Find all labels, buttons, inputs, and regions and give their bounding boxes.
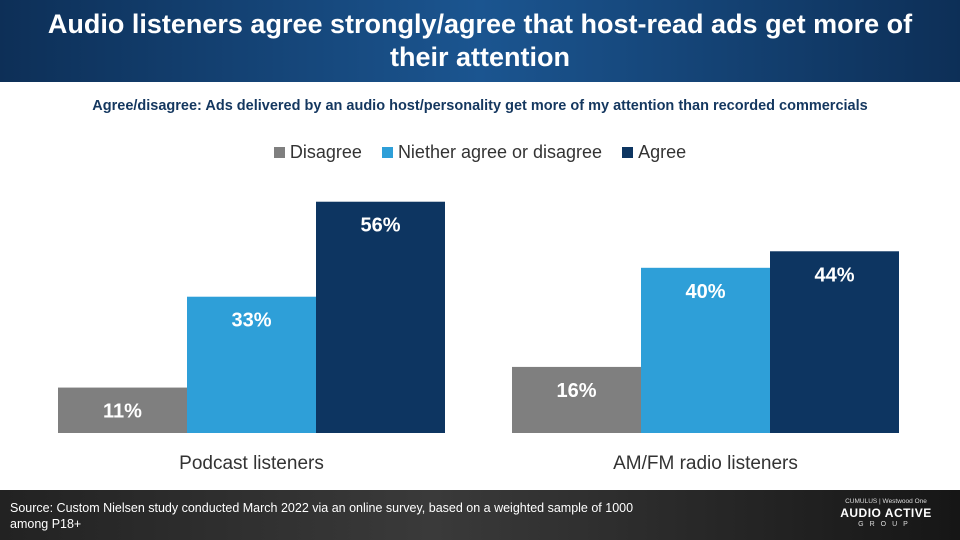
data-label-disagree-1: 16%: [556, 380, 596, 402]
legend-label-disagree: Disagree: [289, 142, 362, 162]
audio-active-group-logo: CUMULUS | Westwood One AUDIO ACTIVE GROU…: [830, 498, 942, 529]
data-label-disagree-0: 11%: [103, 401, 142, 423]
legend-swatch-neither: [381, 147, 393, 158]
footer-bar: Source: Custom Nielsen study conducted M…: [0, 490, 960, 540]
logo-main-text: AUDIO ACTIVE: [840, 506, 932, 520]
chart-legend: Disagree Niether agree or disagree Agree: [0, 142, 960, 163]
category-label-1: AM/FM radio listeners: [613, 453, 798, 474]
bar-neither-0: [187, 296, 316, 433]
legend-item-neither: Niether agree or disagree: [381, 142, 603, 163]
category-label-0: Podcast listeners: [179, 453, 324, 474]
legend-swatch-disagree: [273, 147, 285, 158]
legend-label-neither: Niether agree or disagree: [397, 142, 603, 162]
legend-swatch-agree: [622, 147, 634, 158]
header-banner: Audio listeners agree strongly/agree tha…: [0, 0, 960, 82]
data-label-agree-1: 44%: [814, 264, 854, 286]
logo-sub-text: GROUP: [858, 521, 914, 528]
legend-item-agree: Agree: [622, 142, 686, 163]
chart-subtitle: Agree/disagree: Ads delivered by an audi…: [92, 98, 868, 114]
page-title: Audio listeners agree strongly/agree tha…: [47, 9, 913, 72]
data-label-neither-1: 40%: [685, 281, 725, 303]
bar-agree-1: [770, 251, 899, 433]
legend-label-agree: Agree: [638, 142, 687, 162]
bar-neither-1: [641, 267, 770, 433]
bar-disagree-1: [512, 366, 641, 433]
bar-chart: 11% 33% 56% Podcast listeners 16% 40% 44% AM/FM…: [58, 201, 899, 474]
bar-agree-0: [316, 201, 445, 433]
source-note: Source: Custom Nielsen study conducted M…: [10, 501, 634, 531]
data-label-agree-0: 56%: [360, 215, 400, 237]
data-label-neither-0: 33%: [231, 310, 271, 332]
logo-top-text: CUMULUS | Westwood One: [845, 498, 927, 505]
bar-disagree-0: [58, 387, 187, 433]
legend-item-disagree: Disagree: [273, 142, 362, 163]
